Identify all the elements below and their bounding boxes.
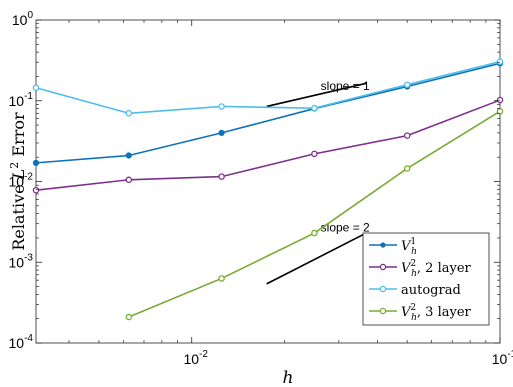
legend-marker-vh1 bbox=[380, 242, 386, 248]
data-point-autograd bbox=[496, 58, 504, 65]
series-group bbox=[32, 58, 504, 321]
y-axis-title-prefix: Relative bbox=[9, 179, 28, 250]
legend-text: autograd bbox=[401, 283, 461, 298]
y-tick-base: 10 bbox=[9, 174, 25, 190]
y-tick-exponent: 0 bbox=[27, 10, 33, 21]
x-tick-exponent: -2 bbox=[199, 349, 208, 360]
series-line-vh1 bbox=[35, 62, 501, 164]
legend-label-autograd: autograd bbox=[401, 283, 461, 298]
legend-sup: 2 bbox=[410, 259, 416, 269]
series-line-vh2-2layer bbox=[35, 99, 501, 192]
y-axis-title-sup: 2 bbox=[8, 162, 21, 169]
legend-text: , 2 layer bbox=[417, 261, 472, 276]
slope-1-label: slope = 1 bbox=[321, 79, 370, 93]
data-point-autograd bbox=[403, 81, 411, 88]
legend-symbol: V bbox=[401, 239, 412, 254]
x-tick-label-1: 10-1 bbox=[492, 349, 513, 367]
y-axis-title-suffix: Error bbox=[9, 112, 28, 162]
legend-text: , 3 layer bbox=[417, 305, 472, 320]
x-tick-base: 10 bbox=[183, 351, 199, 367]
y-tick-label-4: 100 bbox=[12, 10, 34, 28]
y-tick-label-0: 10-4 bbox=[9, 333, 34, 351]
data-point-vh2-3layer bbox=[218, 275, 225, 282]
data-point-vh1 bbox=[125, 152, 132, 159]
data-point-vh1 bbox=[32, 159, 40, 166]
legend-symbol: V bbox=[401, 305, 412, 320]
data-point-vh2-2layer bbox=[403, 132, 411, 139]
x-tick-base: 10 bbox=[492, 351, 508, 367]
legend-sub: h bbox=[411, 247, 417, 257]
y-tick-base: 10 bbox=[9, 254, 25, 270]
data-point-vh2-2layer bbox=[125, 176, 133, 184]
slope-2-label: slope = 2 bbox=[321, 221, 370, 235]
data-point-vh1 bbox=[218, 129, 225, 136]
legend-sub: h bbox=[411, 313, 417, 323]
data-point-vh2-3layer bbox=[403, 165, 411, 172]
y-tick-exponent: -1 bbox=[24, 91, 33, 102]
y-tick-exponent: -4 bbox=[24, 333, 33, 344]
y-tick-label-1: 10-3 bbox=[9, 252, 34, 270]
x-tick-exponent: -1 bbox=[507, 349, 513, 360]
y-tick-base: 10 bbox=[9, 93, 25, 109]
legend-symbol: V bbox=[401, 261, 412, 276]
reference-lines: slope = 1 slope = 2 bbox=[266, 79, 370, 285]
data-point-vh2-3layer bbox=[311, 229, 318, 237]
y-tick-exponent: -3 bbox=[24, 252, 33, 263]
slope-1-line bbox=[266, 82, 368, 108]
data-point-vh2-3layer bbox=[125, 313, 133, 321]
y-axis-title: Relative L2 Error bbox=[8, 112, 28, 251]
y-tick-base: 10 bbox=[12, 12, 28, 28]
data-point-vh2-2layer bbox=[218, 173, 225, 180]
legend-label-vh2-3layer: V2 h, 3 layer bbox=[401, 303, 472, 323]
data-point-vh2-2layer bbox=[496, 96, 504, 104]
data-point-autograd bbox=[32, 84, 40, 91]
x-axis-title: h bbox=[283, 368, 294, 387]
data-point-autograd bbox=[311, 104, 318, 112]
y-axis-title-symbol: L bbox=[9, 169, 28, 181]
y-tick-label-3: 10-1 bbox=[9, 91, 34, 109]
legend-marker-vh2-2layer bbox=[379, 263, 387, 271]
data-point-autograd bbox=[218, 103, 225, 110]
legend-marker-autograd bbox=[379, 285, 387, 293]
series-line-autograd bbox=[35, 60, 501, 115]
legend-marker-vh2-3layer bbox=[379, 307, 387, 315]
slope-2-line bbox=[266, 233, 364, 285]
legend-label-vh2-2layer: V2 h, 2 layer bbox=[401, 259, 472, 279]
legend-sup: 2 bbox=[410, 303, 416, 313]
data-point-vh2-2layer bbox=[311, 150, 318, 158]
data-point-vh2-2layer bbox=[32, 186, 40, 194]
legend-label-vh1: V1 h bbox=[401, 237, 417, 257]
y-tick-label-2: 10-2 bbox=[9, 172, 34, 190]
x-tick-label-0: 10-2 bbox=[183, 349, 208, 367]
legend-sub: h bbox=[411, 269, 417, 279]
legend-sup: 1 bbox=[410, 237, 416, 247]
y-tick-exponent: -2 bbox=[24, 172, 33, 183]
y-tick-base: 10 bbox=[9, 335, 25, 351]
data-point-autograd bbox=[125, 110, 133, 117]
